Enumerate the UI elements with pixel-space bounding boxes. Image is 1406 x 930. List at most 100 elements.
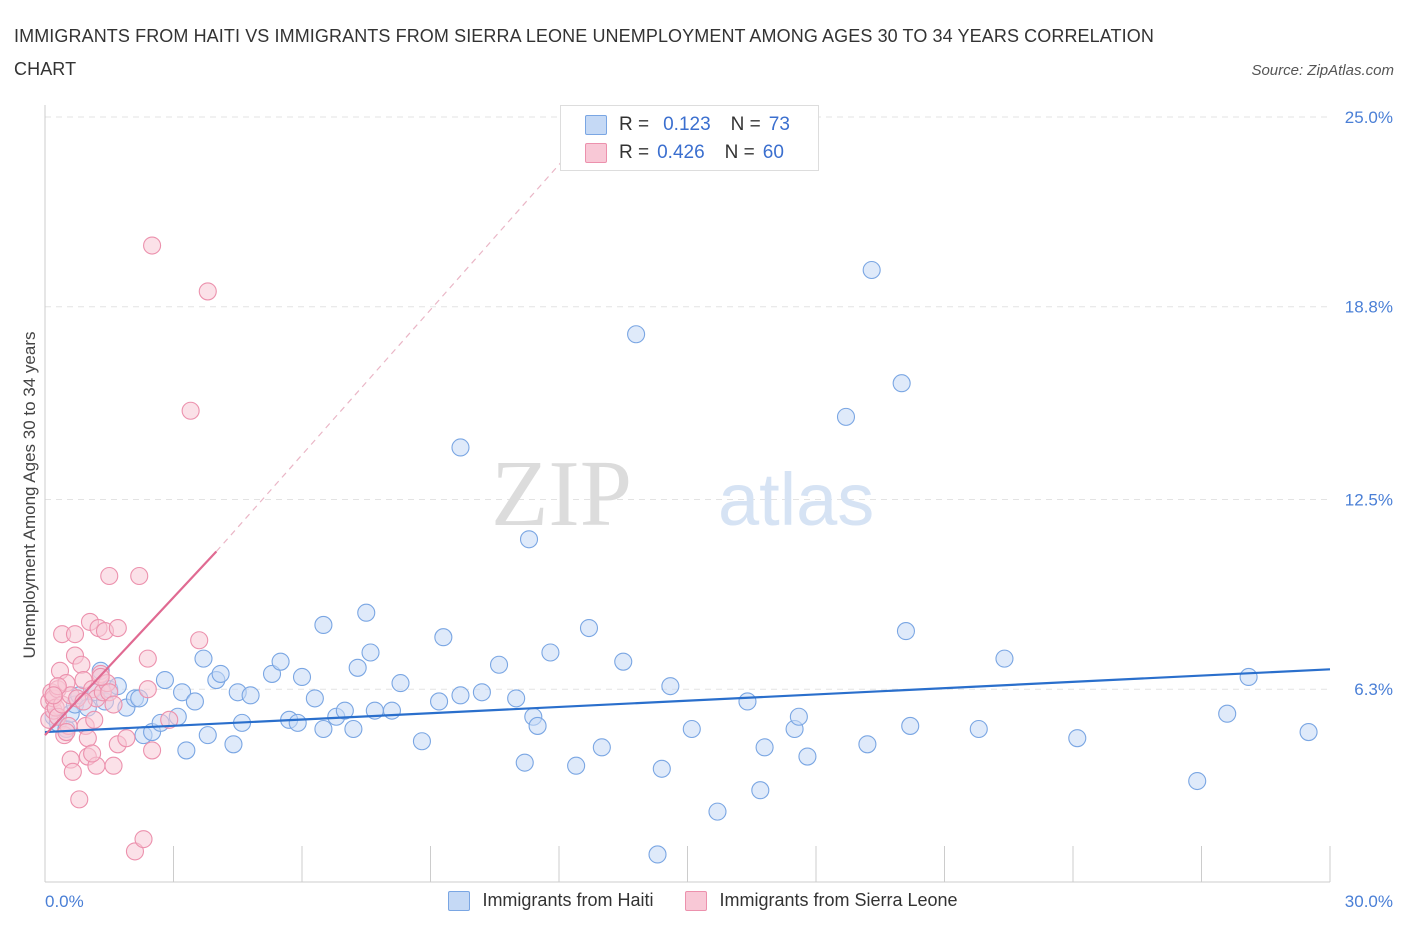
sierra-point: [130, 566, 149, 586]
sierra-point: [78, 729, 97, 748]
sierra-point: [138, 649, 157, 668]
axes: [44, 105, 1331, 883]
haiti-point: [305, 689, 324, 708]
data-points: [40, 236, 1331, 864]
haiti-point: [173, 683, 192, 702]
sierra-point: [65, 625, 85, 644]
haiti-point: [430, 692, 449, 711]
haiti-n-label: N =: [730, 114, 761, 135]
haiti-point: [288, 713, 307, 732]
series-legend: Immigrants from Haiti Immigrants from Si…: [0, 890, 1406, 911]
haiti-point: [995, 649, 1014, 668]
haiti-point: [361, 643, 380, 662]
sierra-point: [72, 655, 91, 674]
haiti-point: [314, 615, 333, 635]
haiti-point: [627, 325, 646, 344]
haiti-point: [472, 683, 491, 702]
sierra-r-label: R =: [619, 142, 650, 163]
legend-row-sierra: R = 0.426 N = 60: [585, 141, 784, 165]
sierra-swatch: [585, 143, 607, 163]
sierra-point: [104, 695, 123, 714]
haiti-point: [271, 652, 290, 671]
haiti-point: [335, 701, 354, 720]
x-tick-label: 0.0%: [45, 892, 84, 911]
haiti-point: [344, 719, 363, 739]
haiti-swatch: [585, 115, 607, 135]
grid-lines: [45, 116, 1330, 690]
haiti-point: [391, 674, 410, 693]
haiti-point: [652, 759, 671, 778]
haiti-point: [382, 701, 402, 720]
haiti-point: [314, 719, 333, 739]
sierra-point: [134, 830, 153, 849]
sierra-point: [160, 710, 179, 729]
haiti-legend-swatch: [448, 890, 471, 911]
haiti-point: [738, 692, 757, 711]
haiti-point: [451, 438, 470, 457]
haiti-point: [292, 667, 312, 687]
haiti-point: [528, 716, 547, 735]
y-tick-label: 6.3%: [1354, 680, 1393, 699]
source-label: Source: ZipAtlas.com: [1251, 62, 1394, 79]
sierra-point: [104, 756, 123, 775]
watermark-zip: ZIP: [491, 442, 632, 546]
legend-item-haiti[interactable]: Immigrants from Haiti: [448, 890, 653, 911]
sierra-point: [181, 401, 200, 420]
haiti-point: [198, 726, 217, 745]
haiti-point: [969, 719, 988, 739]
sierra-legend-label: Immigrants from Sierra Leone: [719, 890, 958, 910]
haiti-point: [519, 530, 539, 549]
haiti-point: [862, 260, 881, 280]
haiti-point: [682, 719, 701, 739]
haiti-r-label: R =: [619, 114, 650, 135]
haiti-point: [1218, 704, 1237, 723]
haiti-legend-label: Immigrants from Haiti: [482, 890, 654, 910]
stats-legend: R = 0.123 N = 73 R = 0.426 N = 60: [560, 105, 819, 171]
haiti-point: [592, 738, 611, 757]
sierra-point: [190, 631, 209, 650]
haiti-r-value: 0.123: [663, 114, 711, 135]
haiti-point: [858, 735, 877, 754]
sierra-point: [108, 618, 127, 638]
haiti-point: [412, 732, 431, 751]
x-tick-label: 30.0%: [1345, 892, 1393, 911]
haiti-point: [185, 692, 204, 711]
haiti-n-value: 73: [768, 114, 790, 135]
haiti-point: [541, 643, 560, 662]
haiti-point: [1188, 771, 1207, 791]
y-tick-label: 18.8%: [1345, 298, 1393, 317]
haiti-point: [901, 716, 920, 735]
haiti-point: [648, 845, 667, 864]
haiti-trend-line: [44, 668, 1331, 734]
watermark-atlas: atlas: [718, 458, 874, 541]
sierra-point: [85, 710, 104, 729]
haiti-point: [836, 407, 856, 426]
sierra-n-value: 60: [762, 142, 784, 163]
y-tick-label: 25.0%: [1345, 108, 1393, 127]
haiti-point: [489, 655, 509, 674]
haiti-point: [892, 374, 911, 393]
haiti-point: [896, 622, 916, 641]
haiti-point: [515, 753, 534, 772]
sierra-point: [117, 729, 136, 748]
sierra-point: [198, 282, 217, 301]
haiti-point: [241, 686, 260, 705]
haiti-point: [451, 686, 470, 705]
haiti-point: [1239, 667, 1258, 687]
legend-item-sierra[interactable]: Immigrants from Sierra Leone: [685, 890, 958, 911]
sierra-point: [143, 741, 162, 760]
tick-labels: 6.3% 12.5% 18.8% 25.0% 0.0% 30.0%: [45, 108, 1393, 911]
sierra-legend-swatch: [685, 890, 708, 911]
haiti-point: [567, 756, 586, 775]
haiti-point: [357, 603, 376, 622]
legend-row-haiti: R = 0.123 N = 73: [585, 113, 790, 137]
y-tick-label: 12.5%: [1345, 491, 1393, 510]
sierra-point: [100, 566, 119, 586]
haiti-point: [661, 677, 680, 696]
sierra-n-label: N =: [724, 142, 755, 163]
sierra-point: [138, 680, 157, 699]
haiti-point: [789, 707, 808, 726]
sierra-point: [143, 236, 162, 255]
sierra-point: [125, 842, 144, 861]
